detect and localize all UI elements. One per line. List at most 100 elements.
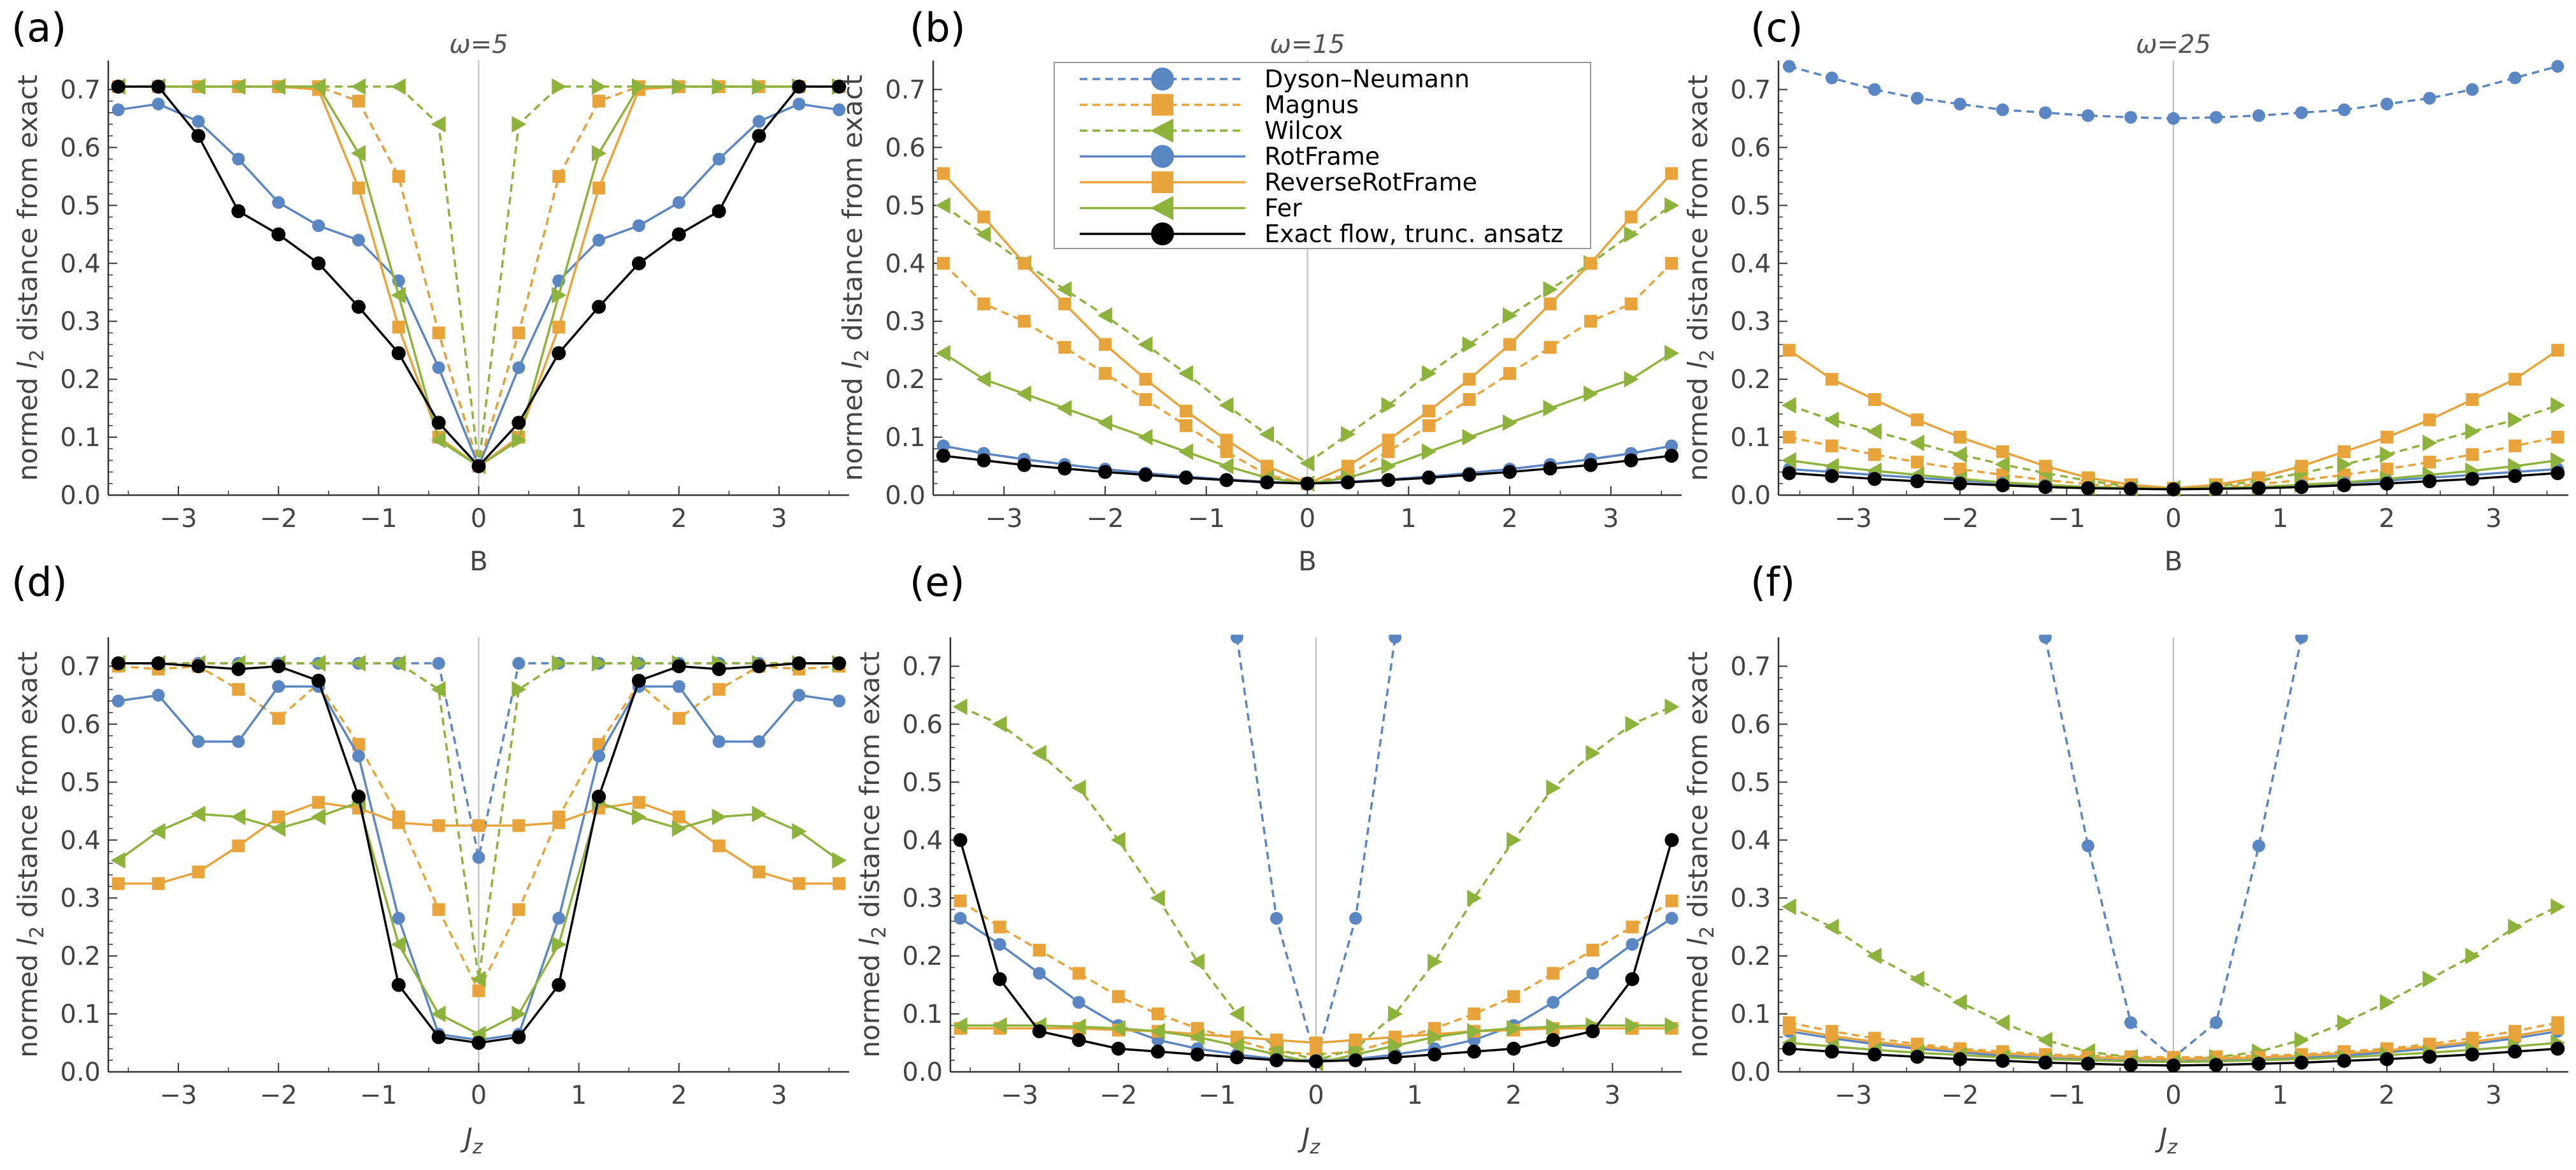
panel-d-y-tick-label: 0.0	[60, 1058, 101, 1087]
panel-c-series-dyson-neumann-point	[1868, 83, 1881, 96]
panel-c-series-reverserotframe-point	[1910, 413, 1924, 426]
panel-f-series-wilcox-point	[1909, 971, 1924, 988]
panel-c-series-exact-flow-trunc-ansatz-point	[2508, 468, 2522, 483]
panel-d-x-tick-label: 3	[771, 1081, 787, 1110]
panel-a-series-wilcox-point	[592, 78, 607, 95]
panel-d-y-tick-label: 0.5	[60, 768, 101, 797]
panel-e-series-exact-flow-trunc-ansatz-point	[1506, 1041, 1521, 1056]
panel-c-series-wilcox-point	[1866, 422, 1882, 440]
panel-f-y-tick-label: 0.2	[1730, 942, 1771, 971]
panel-a-x-tick-label: −2	[260, 504, 297, 533]
panel-c-series-magnus-point	[2551, 431, 2565, 444]
panel-c-series-wilcox-point	[2380, 446, 2395, 463]
panel-b-series-magnus-point	[1098, 367, 1112, 380]
panel-f-series-exact-flow-trunc-ansatz-point	[2551, 1041, 2565, 1056]
panel-b-y-tick-label: 0.1	[885, 423, 926, 452]
panel-c-series-reverserotframe-point	[2423, 413, 2436, 426]
panel-f-series-wilcox-point	[2465, 948, 2480, 965]
panel-d-y-axis-title-part: distance from exact	[12, 651, 43, 926]
panel-d-series-reverserotframe-point	[152, 877, 165, 890]
panel-d-series-magnus-point	[272, 712, 285, 725]
panel-d-series-exact-flow-trunc-ansatz-point	[271, 659, 286, 674]
panel-b-series-exact-flow-trunc-ansatz-point	[1341, 475, 1356, 489]
panel-d-x-tick-label: −1	[360, 1081, 397, 1110]
panel-b-series-magnus-point	[1543, 341, 1557, 354]
panel-e-x-axis-title-sub: z	[1309, 1136, 1320, 1159]
panel-a-series-rotframe-point	[712, 152, 726, 166]
panel-a-series-fer-point	[512, 431, 527, 449]
panel-e-y-tick-label: 0.5	[902, 768, 943, 797]
panel-e-y-tick-label: 0.0	[902, 1058, 943, 1087]
panel-e-series-fer-point	[992, 1017, 1007, 1034]
legend-label-exact-flow-trunc-ansatz: Exact flow, trunc. ansatz	[1264, 220, 1563, 248]
panel-e-y-axis-title-l: l	[854, 938, 885, 946]
panel-e-series-fer-point	[1428, 1029, 1443, 1046]
panel-c: 0.0 0.1 0.2 0.3 0.4 0.5 0.6 0.7 −3 −2 −1 0 1 2 3 normed…	[1682, 4, 2568, 577]
panel-d-series-fer-point	[271, 820, 286, 837]
panel-b-series-exact-flow-trunc-ansatz-point	[1664, 449, 1679, 463]
panel-f-series-wilcox-point	[2380, 993, 2395, 1011]
panel-b-series-wilcox-point	[1462, 336, 1477, 353]
panel-d-series-fer	[110, 794, 847, 1043]
legend-label-magnus: Magnus	[1264, 91, 1359, 119]
panel-b-series-reverserotframe-point	[1220, 433, 1233, 447]
panel-e-series-magnus-point	[1468, 1007, 1481, 1021]
panel-d-series-fer-point	[311, 808, 326, 825]
legend-marker-magnus	[1152, 94, 1173, 116]
panel-c-series-dyson-neumann-point	[2295, 106, 2308, 119]
panel-f-series-exact-flow-trunc-ansatz-point	[2123, 1058, 2138, 1072]
panel-d-series-fer-point	[110, 852, 125, 869]
panel-d-series-rotframe-point	[712, 735, 726, 748]
panel-a-series-exact-flow-trunc-ansatz-point	[712, 204, 726, 219]
panel-c-series-exact-flow-trunc-ansatz-point	[2551, 466, 2565, 480]
panel-b-series-fer-point	[1016, 385, 1031, 402]
panel-d-y-tick-label: 0.2	[60, 942, 101, 971]
panel-c-series-dyson-neumann-point	[2338, 103, 2351, 117]
panel-a-series-fer-point	[390, 287, 406, 304]
panel-c-x-tick-label: −2	[1941, 504, 1979, 533]
panel-c-y-axis-title-part: distance from exact	[1682, 75, 1714, 349]
panel-c-series-magnus-point	[1868, 448, 1881, 461]
panel-a-series-exact-flow-trunc-ansatz-point	[832, 79, 847, 94]
panel-f-x-tick-label: −2	[1941, 1081, 1979, 1110]
panel-a-series-exact-flow-trunc-ansatz-point	[191, 129, 206, 143]
panel-e-series-fer-point	[1189, 1029, 1205, 1046]
panel-b-series-fer-point	[1422, 443, 1437, 460]
panel-b-y-axis-title: normed l2 distance from exact	[837, 75, 873, 480]
panel-a-series-fer-point	[631, 78, 647, 95]
panel-d-series-exact-flow-trunc-ansatz-point	[671, 659, 686, 674]
panel-e-series-rotframe-point	[1033, 967, 1046, 980]
panel-f-series-exact-flow-trunc-ansatz-point	[2080, 1057, 2095, 1071]
panel-a-x-tick-label: 1	[571, 504, 587, 533]
panel-b-series-wilcox-point	[1381, 397, 1396, 414]
panel-f-series-wilcox-point	[2551, 898, 2566, 915]
panel-b-series-magnus-point	[1584, 315, 1598, 328]
panel-e-series-exact-flow-trunc-ansatz-point	[1032, 1024, 1047, 1039]
panel-e-series-magnus-point	[954, 894, 967, 907]
panel-a-omega-title: ω=5	[449, 30, 508, 59]
panel-b-series-exact-flow-trunc-ansatz-point	[936, 449, 950, 463]
panel-c-series-wilcox-point	[2465, 422, 2480, 440]
panel-c-series-dyson-neumann-point	[2551, 60, 2565, 73]
panel-a-series-rotframe-point	[672, 196, 685, 209]
panel-d-x-tick-label: −3	[160, 1081, 197, 1110]
panel-a-series-reverserotframe-point	[592, 182, 606, 195]
panel-f-y-tick-label: 0.5	[1730, 768, 1771, 797]
panel-a-series-exact-flow-trunc-ansatz-point	[391, 346, 406, 361]
panel-a-series-wilcox-point	[552, 78, 567, 95]
panel-e-series-fer-point	[1664, 1017, 1680, 1034]
panel-d-series-wilcox-point	[350, 654, 366, 672]
panel-f-y-axis-title-part: normed	[1682, 946, 1714, 1058]
panel-c-x-tick-label: 3	[2486, 504, 2501, 533]
panel-a-series-wilcox-point	[390, 78, 406, 95]
panel-d-series-reverserotframe-point	[312, 796, 326, 809]
panel-a-y-axis-title-part: distance from exact	[12, 75, 43, 349]
panel-c-label: (c)	[1750, 4, 1803, 51]
panel-b-series-magnus-point	[1665, 257, 1678, 270]
panel-d-series-exact-flow-trunc-ansatz-point	[752, 659, 766, 674]
panel-e-series-magnus-point	[1033, 944, 1046, 957]
panel-f-series-wilcox-point	[2337, 1014, 2352, 1031]
panel-a-series-rotframe-point	[432, 361, 445, 374]
panel-b-x-tick-label: 1	[1401, 504, 1417, 533]
panel-f-series-exact-flow-trunc-ansatz-point	[2294, 1055, 2309, 1070]
